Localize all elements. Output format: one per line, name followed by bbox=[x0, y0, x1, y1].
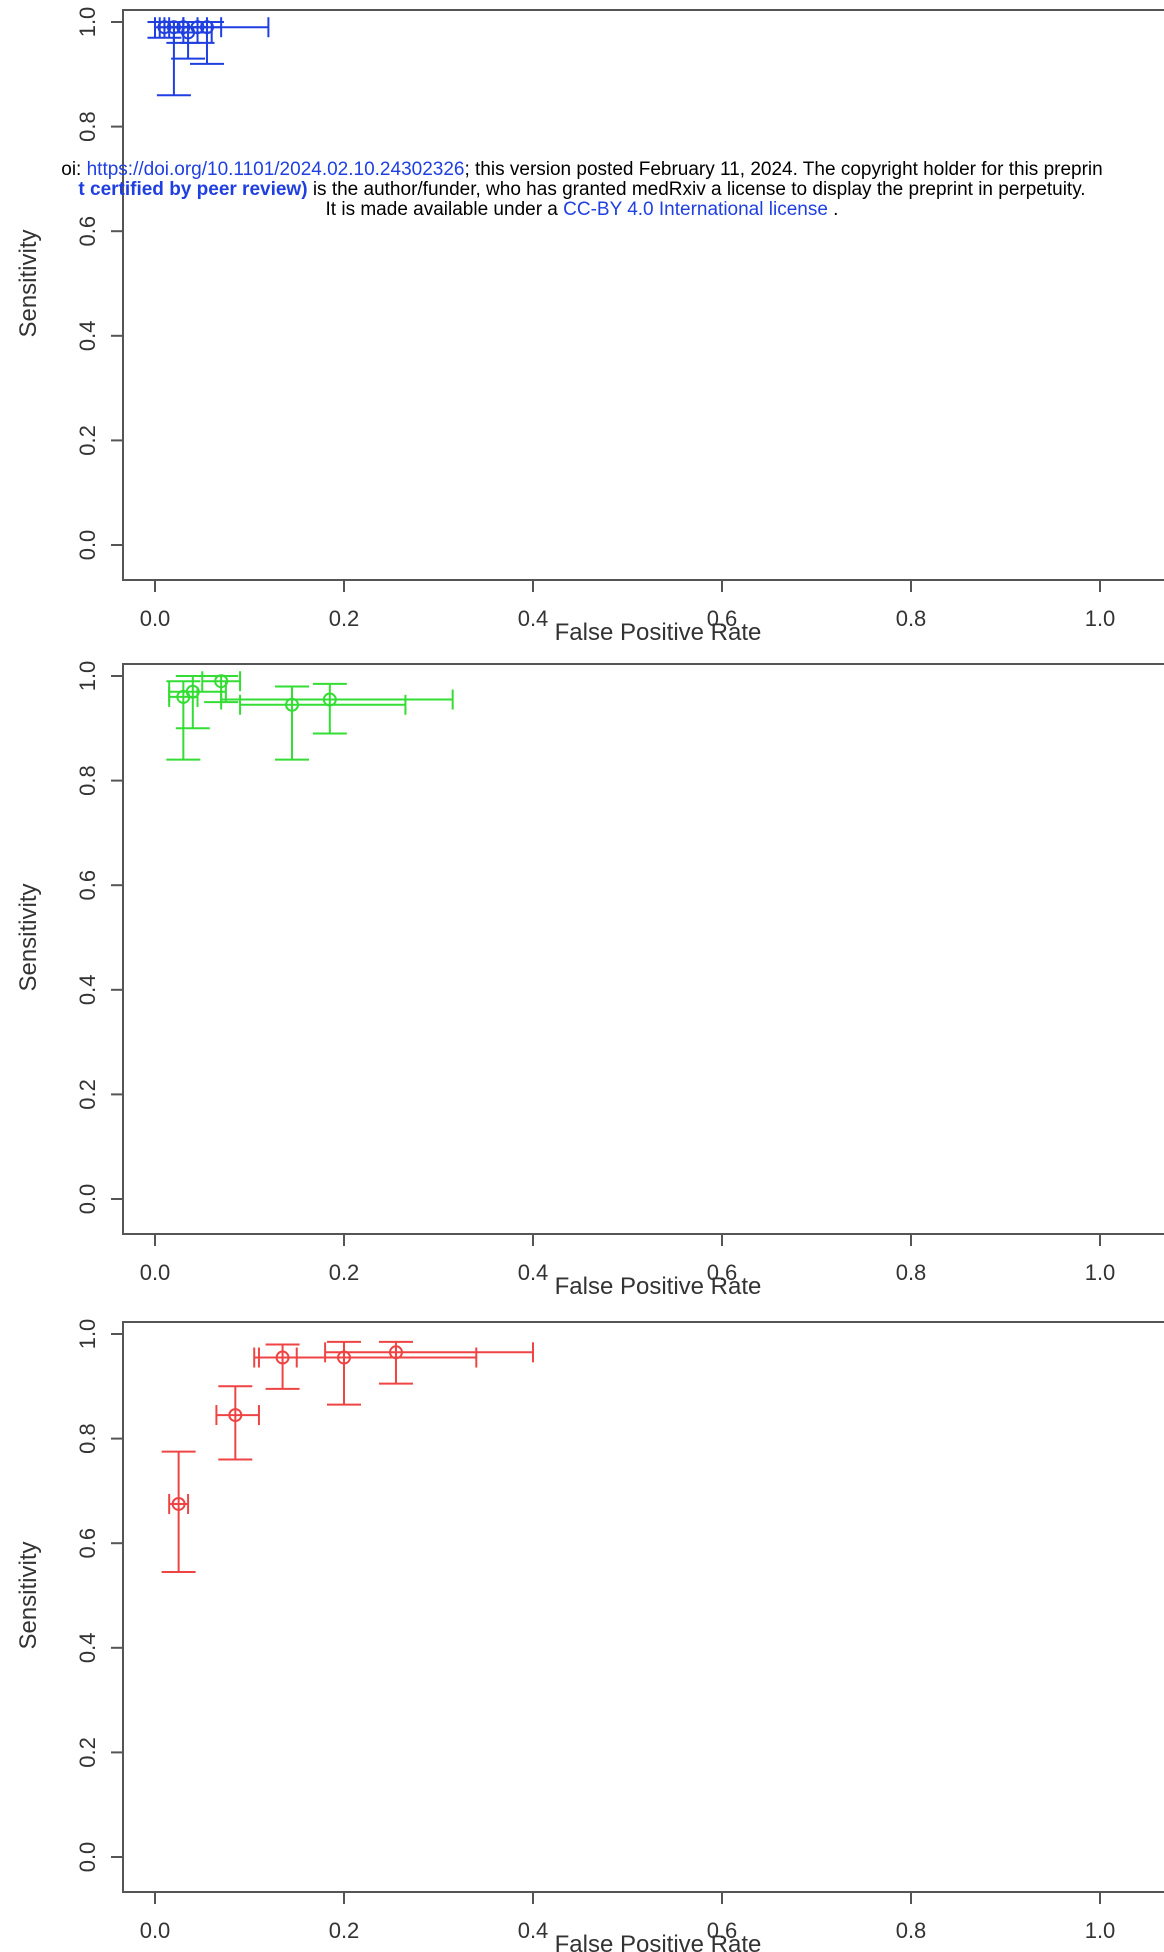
y-tick-label: 1.0 bbox=[75, 1319, 100, 1350]
x-tick-label: 1.0 bbox=[1085, 1918, 1116, 1943]
point-marker bbox=[388, 1345, 403, 1360]
point-marker bbox=[214, 674, 229, 689]
point-marker bbox=[322, 692, 337, 707]
y-tick-label: 1.0 bbox=[75, 661, 100, 692]
x-tick-label: 0.0 bbox=[140, 1260, 171, 1285]
data-point bbox=[239, 685, 407, 761]
chart-panel-2: 0.0 0.2 0.4 0.6 0.8 1.0 False Positive Rate 0.0… bbox=[0, 654, 1164, 1294]
data-point bbox=[166, 680, 201, 761]
x-tick-label: 0.4 bbox=[518, 1918, 549, 1943]
plot-frame bbox=[122, 1321, 1164, 1893]
data-point bbox=[253, 1340, 478, 1406]
license-link[interactable]: CC-BY 4.0 International license bbox=[563, 199, 828, 220]
y-tick-label: 0.0 bbox=[75, 530, 100, 561]
y-tick-label: 1.0 bbox=[75, 7, 100, 38]
point-marker bbox=[199, 20, 214, 35]
x-axis-title: False Positive Rate bbox=[555, 1273, 762, 1294]
point-marker bbox=[228, 1408, 243, 1423]
chart-svg-3: 0.0 0.2 0.4 0.6 0.8 1.0 False Positive Rate 0.0… bbox=[15, 1319, 1164, 1952]
y-tick-label: 0.4 bbox=[75, 321, 100, 352]
y-tick-label: 0.4 bbox=[75, 975, 100, 1006]
x-tick-label: 0.0 bbox=[140, 1918, 171, 1943]
y-tick-label: 0.6 bbox=[75, 1528, 100, 1559]
data-points bbox=[161, 1340, 534, 1573]
y-axis-title: Sensitivity bbox=[15, 1541, 42, 1649]
notice-line-2: t certified by peer review) is the autho… bbox=[0, 180, 1164, 200]
x-tick-label: 0.6 bbox=[707, 606, 738, 631]
y-axis: 0.0 0.2 0.4 0.6 0.8 1.0 Sensitivity bbox=[15, 661, 123, 1215]
data-point bbox=[161, 1450, 196, 1573]
notice-line-1: oi: https://doi.org/10.1101/2024.02.10.2… bbox=[0, 160, 1164, 180]
x-axis: 0.0 0.2 0.4 0.6 0.8 1.0 False Positive Rate bbox=[140, 580, 1116, 640]
notice-available-text: It is made available under a bbox=[325, 199, 564, 220]
x-tick-label: 1.0 bbox=[1085, 606, 1116, 631]
y-tick-label: 0.8 bbox=[75, 765, 100, 796]
data-point bbox=[257, 1343, 300, 1390]
data-point bbox=[163, 17, 270, 65]
data-point bbox=[324, 1340, 534, 1385]
y-axis-title: Sensitivity bbox=[15, 883, 42, 991]
data-point bbox=[215, 1385, 260, 1461]
x-axis-title: False Positive Rate bbox=[555, 1931, 762, 1952]
x-tick-label: 0.2 bbox=[329, 606, 360, 631]
y-tick-label: 0.6 bbox=[75, 216, 100, 247]
y-tick-label: 0.0 bbox=[75, 1184, 100, 1215]
x-axis-title: False Positive Rate bbox=[555, 619, 762, 640]
x-tick-label: 0.4 bbox=[518, 1260, 549, 1285]
x-tick-label: 0.2 bbox=[329, 1918, 360, 1943]
x-tick-label: 1.0 bbox=[1085, 1260, 1116, 1285]
notice-license-text: is the author/funder, who has granted me… bbox=[307, 179, 1086, 200]
x-tick-label: 0.8 bbox=[896, 606, 927, 631]
x-tick-label: 0.2 bbox=[329, 1260, 360, 1285]
y-tick-label: 0.2 bbox=[75, 1079, 100, 1110]
doi-link[interactable]: https://doi.org/10.1101/2024.02.10.24302… bbox=[86, 159, 465, 180]
y-tick-label: 0.8 bbox=[75, 111, 100, 142]
x-tick-label: 0.8 bbox=[896, 1918, 927, 1943]
x-tick-label: 0.0 bbox=[140, 606, 171, 631]
chart-panel-1: 0.0 0.2 0.4 0.6 0.8 1.0 False Positive Rate 0.0… bbox=[0, 0, 1164, 640]
notice-end: . bbox=[827, 199, 839, 220]
x-axis: 0.0 0.2 0.4 0.6 0.8 1.0 False Positive Rate bbox=[140, 1234, 1116, 1294]
y-tick-label: 0.6 bbox=[75, 870, 100, 901]
data-points bbox=[147, 17, 270, 97]
notice-prefix: oi: bbox=[61, 159, 87, 180]
notice-posted-text: ; this version posted February 11, 2024.… bbox=[464, 159, 1103, 180]
y-tick-label: 0.0 bbox=[75, 1842, 100, 1873]
notice-line-3: It is made available under a CC-BY 4.0 I… bbox=[0, 200, 1164, 220]
data-point bbox=[220, 682, 454, 735]
y-tick-label: 0.2 bbox=[75, 425, 100, 456]
peer-review-text: t certified by peer review) bbox=[78, 179, 308, 200]
y-tick-label: 0.8 bbox=[75, 1423, 100, 1454]
plot-frame bbox=[122, 663, 1164, 1235]
plot-frame bbox=[122, 9, 1164, 581]
y-tick-label: 0.4 bbox=[75, 1633, 100, 1664]
data-points bbox=[166, 671, 454, 761]
y-axis-title: Sensitivity bbox=[15, 229, 42, 337]
y-tick-label: 0.2 bbox=[75, 1737, 100, 1768]
y-axis: 0.0 0.2 0.4 0.6 0.8 1.0 Sensitivity bbox=[15, 1319, 123, 1873]
y-axis: 0.0 0.2 0.4 0.6 0.8 1.0 Sensitivity bbox=[15, 7, 123, 561]
preprint-notice: oi: https://doi.org/10.1101/2024.02.10.2… bbox=[0, 160, 1164, 220]
point-marker bbox=[171, 1496, 186, 1511]
x-tick-label: 0.8 bbox=[896, 1260, 927, 1285]
x-tick-label: 0.4 bbox=[518, 606, 549, 631]
chart-panel-3: 0.0 0.2 0.4 0.6 0.8 1.0 False Positive Rate 0.0… bbox=[0, 1312, 1164, 1952]
x-tick-label: 0.6 bbox=[707, 1260, 738, 1285]
point-marker bbox=[185, 684, 200, 699]
